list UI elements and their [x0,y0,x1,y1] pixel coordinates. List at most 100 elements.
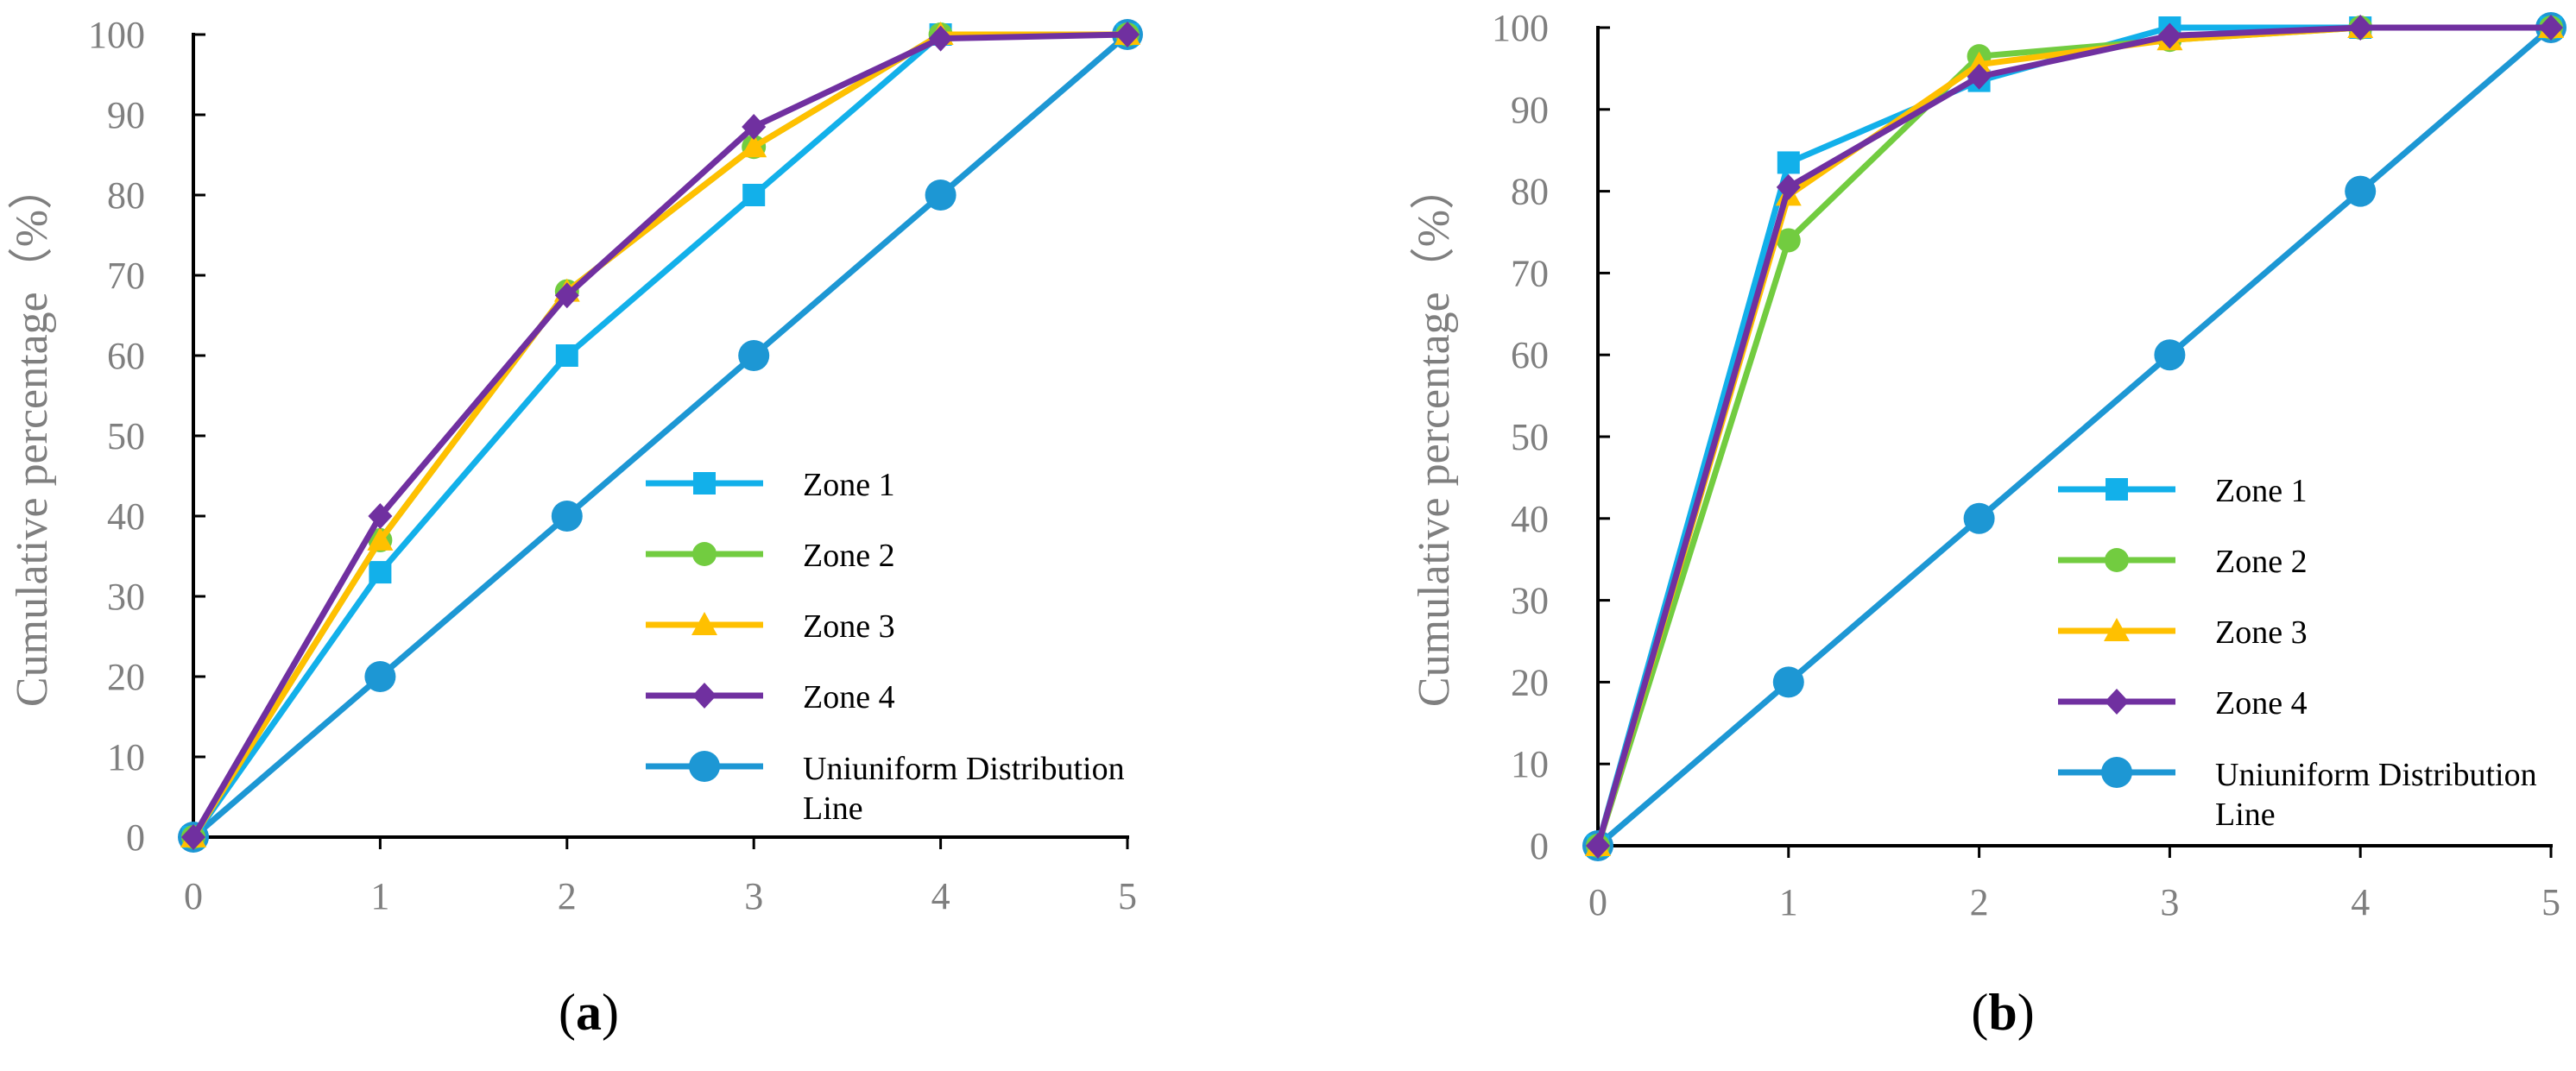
data-point-zone4 [2348,15,2373,41]
series-uniform [1582,12,2567,861]
data-point-zone4 [1967,63,1992,90]
legend-item-uniform: Uniuniform Distribution Line [646,751,1125,827]
legend-marker-zone3 [691,612,717,635]
y-tick-label: 70 [107,255,145,297]
legend-label: Line [803,791,863,827]
x-tick-label: 2 [1970,881,1989,923]
data-point-uniform [738,340,770,371]
series-line-uniform [1595,25,2554,848]
series-zone4 [181,22,1140,850]
x-tick-label: 2 [558,875,577,917]
data-point-zone4 [1115,22,1140,47]
data-point-uniform [925,180,957,211]
series-line-zone4 [1594,24,2551,847]
x-tick-label: 3 [744,875,763,917]
data-point-uniform [364,661,396,692]
x-tick-label: 4 [931,875,950,917]
data-point-zone1 [369,561,392,584]
y-tick-label: 40 [107,495,145,538]
data-point-zone2 [1776,228,1801,253]
y-tick-label: 10 [1511,743,1549,785]
series-line-zone4 [190,31,1128,839]
chart-a: 0 10 20 30 40 50 60 70 80 90 100 0 1 2 3 4 5 Cumulative p… [8,14,1143,1041]
legend-item-zone1: Zone 1 [646,467,895,503]
y-tick-label: 20 [107,656,145,698]
data-point-uniform [1963,502,1995,534]
legend-label: Uniuniform Distribution [803,751,1125,787]
data-point-zone4 [1776,173,1801,200]
subfigure-caption: (a) [559,984,619,1041]
x-tick-label: 0 [184,875,203,917]
legend-item-zone2: Zone 2 [2058,544,2308,580]
legend-label: Zone 3 [803,608,895,645]
data-point-uniform [551,501,583,532]
x-tick-label: 4 [2351,881,2370,923]
legend-label: Zone 3 [2215,614,2308,651]
y-tick-label: 80 [1511,171,1549,213]
x-tick-label: 1 [1779,881,1798,923]
legend: Zone 1 Zone 2 Zone 3 Zone 4 Uniuniform Distr… [2058,473,2537,833]
data-point-zone4 [742,113,767,140]
y-tick-label: 90 [1511,89,1549,131]
data-point-zone4 [928,25,953,52]
x-tick-label: 5 [2541,881,2560,923]
y-axis-title: Cumulative percentage（%） [1410,165,1459,707]
y-tick-label: 100 [88,14,145,56]
data-point-zone4 [368,503,393,529]
data-point-zone1 [555,344,578,367]
series-line-uniform [191,32,1130,840]
legend: Zone 1 Zone 2 Zone 3 Zone 4 Uniuniform Distr… [646,467,1125,827]
x-tick-label: 0 [1588,881,1607,923]
chart-b: 0 10 20 30 40 50 60 70 80 90 100 0 1 2 3 4 5 Cumulative p… [1410,7,2567,1041]
legend-item-uniform: Uniuniform Distribution Line [2058,757,2537,833]
legend-marker-zone3 [2104,618,2130,641]
data-point-zone3 [741,134,767,158]
data-point-uniform [2154,339,2186,371]
data-point-zone3 [1966,51,1992,75]
y-tick-label: 70 [1511,252,1549,294]
y-tick-label: 0 [1530,825,1549,867]
y-tick-label: 0 [126,816,145,859]
subfigure-letter: a [576,984,602,1041]
data-point-zone4 [2539,15,2563,41]
y-tick-label: 50 [107,415,145,457]
legend-item-zone1: Zone 1 [2058,473,2308,509]
data-point-uniform [1772,666,1804,698]
subfigure-letter: b [1988,984,2017,1041]
y-tick-label: 10 [107,736,145,778]
x-tick-label: 5 [1118,875,1137,917]
legend-marker-zone4 [692,683,717,709]
legend-label: Uniuniform Distribution [2215,757,2537,793]
y-tick-label: 40 [1511,498,1549,540]
data-point-uniform [2345,175,2377,207]
data-point-zone1 [742,184,766,206]
data-point-zone1 [1777,151,1800,174]
data-point-zone3 [367,526,394,551]
legend-label: Zone 1 [2215,473,2308,509]
legend-label: Zone 1 [803,467,895,503]
series-line-zone3 [191,31,1127,839]
data-point-zone4 [1586,833,1610,859]
y-tick-label: 90 [107,94,145,136]
legend-marker-zone2 [692,542,717,566]
x-tick-label: 1 [370,875,389,917]
legend-item-zone3: Zone 3 [2058,614,2308,651]
series-uniform [178,19,1143,853]
data-point-zone4 [2157,22,2182,49]
y-tick-label: 20 [1511,661,1549,703]
y-axis-title: Cumulative percentage（%） [8,165,57,707]
data-point-zone4 [554,282,579,309]
legend-marker-uniform [2101,757,2132,788]
legend-item-zone4: Zone 4 [2058,685,2308,721]
data-point-zone4 [181,824,205,850]
legend-label: Line [2215,797,2276,833]
y-tick-label: 30 [1511,580,1549,622]
legend-label: Zone 4 [803,679,895,715]
legend-item-zone3: Zone 3 [646,608,895,645]
legend-label: Zone 2 [803,538,895,574]
legend-marker-zone2 [2105,548,2129,572]
y-tick-label: 60 [107,335,145,377]
legend-marker-zone1 [693,472,716,495]
y-tick-label: 100 [1492,7,1549,49]
